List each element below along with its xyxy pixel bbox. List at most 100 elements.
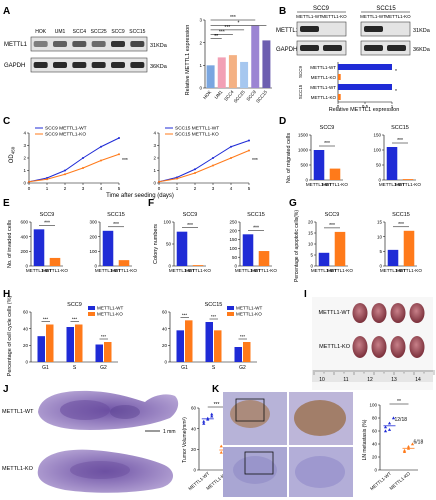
chart-a-x-tick-label: SCC15 <box>255 89 268 104</box>
panel-letter-a: A <box>3 6 10 17</box>
he-tissue-ko <box>37 449 174 493</box>
chart-k-point <box>391 416 396 420</box>
chart-c-legend-label: SCC15 METTL1-KO <box>175 132 219 138</box>
ihc-image-wt-low <box>223 392 287 445</box>
chart-e-bar <box>33 229 45 266</box>
blot-a-gapdh-band <box>91 62 106 68</box>
panel-d: No. of migrated cells SCC9050010001500ME… <box>286 125 421 187</box>
chart-k-point <box>387 421 392 425</box>
chart-h-sig-label: *** <box>240 334 246 339</box>
chart-b-xlabel: Relative METTL1 expression <box>329 107 400 113</box>
ruler-label: 11 <box>343 377 348 383</box>
chart-g-y-tick-label: 15 <box>308 231 314 236</box>
chart-b-sig-label: * <box>395 69 397 75</box>
chart-b-x-tick-label: 0.5 <box>362 104 369 109</box>
chart-d-chart-title: SCC9 <box>320 125 335 131</box>
chart-c-x-tick-label: 1 <box>176 186 179 191</box>
chart-e-x-tick-label: METTL1-KO <box>111 268 137 273</box>
chart-a-sig-label: *** <box>230 15 236 21</box>
chart-h-legend-swatch <box>88 306 95 310</box>
blot-a-gapdh-strip <box>30 57 148 73</box>
chart-c-x-tick-label: 4 <box>100 186 103 191</box>
chart-h-y-tick-label: 40 <box>162 326 168 331</box>
chart-c-xlabel: Time after seeding (days) <box>106 193 174 199</box>
chart-f-y-tick-label: 200 <box>229 228 237 233</box>
blot-b-band <box>364 45 383 51</box>
chart-c-x-tick-label: 0 <box>158 186 161 191</box>
chart-d-bar <box>386 147 398 180</box>
chart-c-point <box>248 139 250 142</box>
chart-c-x-tick-label: 5 <box>118 186 121 191</box>
chart-h-legend-swatch <box>227 306 234 310</box>
blot-a-gapdh-band <box>111 62 125 68</box>
chart-h-bar <box>234 347 242 362</box>
chart-c-x-tick-label: 3 <box>212 186 215 191</box>
chart-b-x-tick-label: 1 <box>391 104 394 109</box>
blot-a-mettl1-band <box>53 41 67 47</box>
chart-e-chart-title: SCC9 <box>40 212 55 218</box>
chart-e-x-tick-label: METTL1-KO <box>42 268 68 273</box>
chart-c-point <box>194 168 196 171</box>
chart-h-legend-label: METTL1-KO <box>236 312 262 317</box>
chart-h-y-tick-label: 0 <box>164 360 167 365</box>
chart-g-y-tick-label: 0 <box>379 264 382 269</box>
chart-h-sig-label: *** <box>182 313 188 318</box>
blot-a-mettl1-band <box>130 41 145 47</box>
chart-h-y-tick-label: 40 <box>23 326 29 331</box>
chart-h-bar <box>205 322 213 362</box>
chart-j-ylabel: Tumor Volume(mm³) <box>182 417 188 463</box>
chart-f-sig-label: *** <box>253 226 259 232</box>
chart-h-bar <box>214 330 222 362</box>
chart-h-x-tick-label: G1 <box>181 365 188 371</box>
panel-letter-j: J <box>3 384 9 395</box>
chart-g-y-tick-label: 15 <box>377 220 383 225</box>
blot-a-size-31: 31KDa <box>150 43 168 49</box>
chart-c-point <box>118 153 120 156</box>
panel-letter-g: G <box>289 198 297 209</box>
chart-h-sig-label: *** <box>101 334 107 339</box>
chart-c-point <box>46 178 48 181</box>
chart-f-chart-title: SCC15 <box>247 212 265 218</box>
chart-c-point <box>176 177 178 180</box>
chart-e-x-tick-label: METTL1-WT <box>95 268 121 273</box>
chart-f-y-tick-label: 100 <box>229 246 237 251</box>
tumor-specimen <box>409 336 425 358</box>
chart-c-x-tick-label: 3 <box>82 186 85 191</box>
blot-b-band <box>387 45 406 51</box>
chart-c-sig-label: *** <box>122 158 128 164</box>
chart-b-bar <box>338 64 392 70</box>
chart-a-bar <box>240 61 249 88</box>
blot-b-lane-wt-2: METTL1-WT <box>360 14 386 19</box>
panel-i: METTL1-WT METTL1-KO 10 11 12 13 14 <box>312 297 435 390</box>
chart-j-point <box>219 450 223 454</box>
chart-f-bar <box>258 251 270 266</box>
photo-i-label-wt: METTL1-WT <box>319 310 351 316</box>
chart-d-ylabel: No. of migrated cells <box>286 133 292 183</box>
chart-g-x-tick-label: METTL1-KO <box>396 268 422 273</box>
chart-d-x-tick-label: METTL1-WT <box>306 182 332 187</box>
photo-i-label-ko: METTL1-KO <box>319 344 351 350</box>
chart-h-bar <box>104 342 112 362</box>
blot-a-gapdh-band <box>33 62 48 68</box>
chart-a-x-tick-label: UM1 <box>214 89 224 100</box>
chart-k-point <box>383 429 388 433</box>
chart-e-x-tick-label: METTL1-WT <box>26 268 52 273</box>
chart-h-y-tick-label: 60 <box>162 310 168 315</box>
panel-a-blot: METTL1 GAPDH HOK UM1 SCC4 SCC25 SCC9 SCC15 31… <box>4 29 168 73</box>
chart-g-y-tick-label: 5 <box>379 249 382 254</box>
ihc-image-ko-low <box>223 447 287 497</box>
chart-e-chart-title: SCC15 <box>107 212 125 218</box>
chart-a-sig-label: *** <box>224 25 230 31</box>
chart-h-bar <box>37 336 45 362</box>
chart-a-bar <box>251 25 260 89</box>
chart-a-x-tick-label: HOK <box>202 89 212 100</box>
chart-c-ylabel-sub: 450 <box>11 146 16 154</box>
chart-g-x-tick-label: METTL1-WT <box>311 268 337 273</box>
chart-c-point <box>82 157 84 159</box>
chart-c-ylabel-main: OD <box>9 154 15 164</box>
ruler-label: 12 <box>367 377 373 383</box>
chart-f-y-tick-label: 50 <box>232 255 238 260</box>
tumor-specimen <box>371 303 387 323</box>
chart-e-sig-label: *** <box>113 222 119 228</box>
